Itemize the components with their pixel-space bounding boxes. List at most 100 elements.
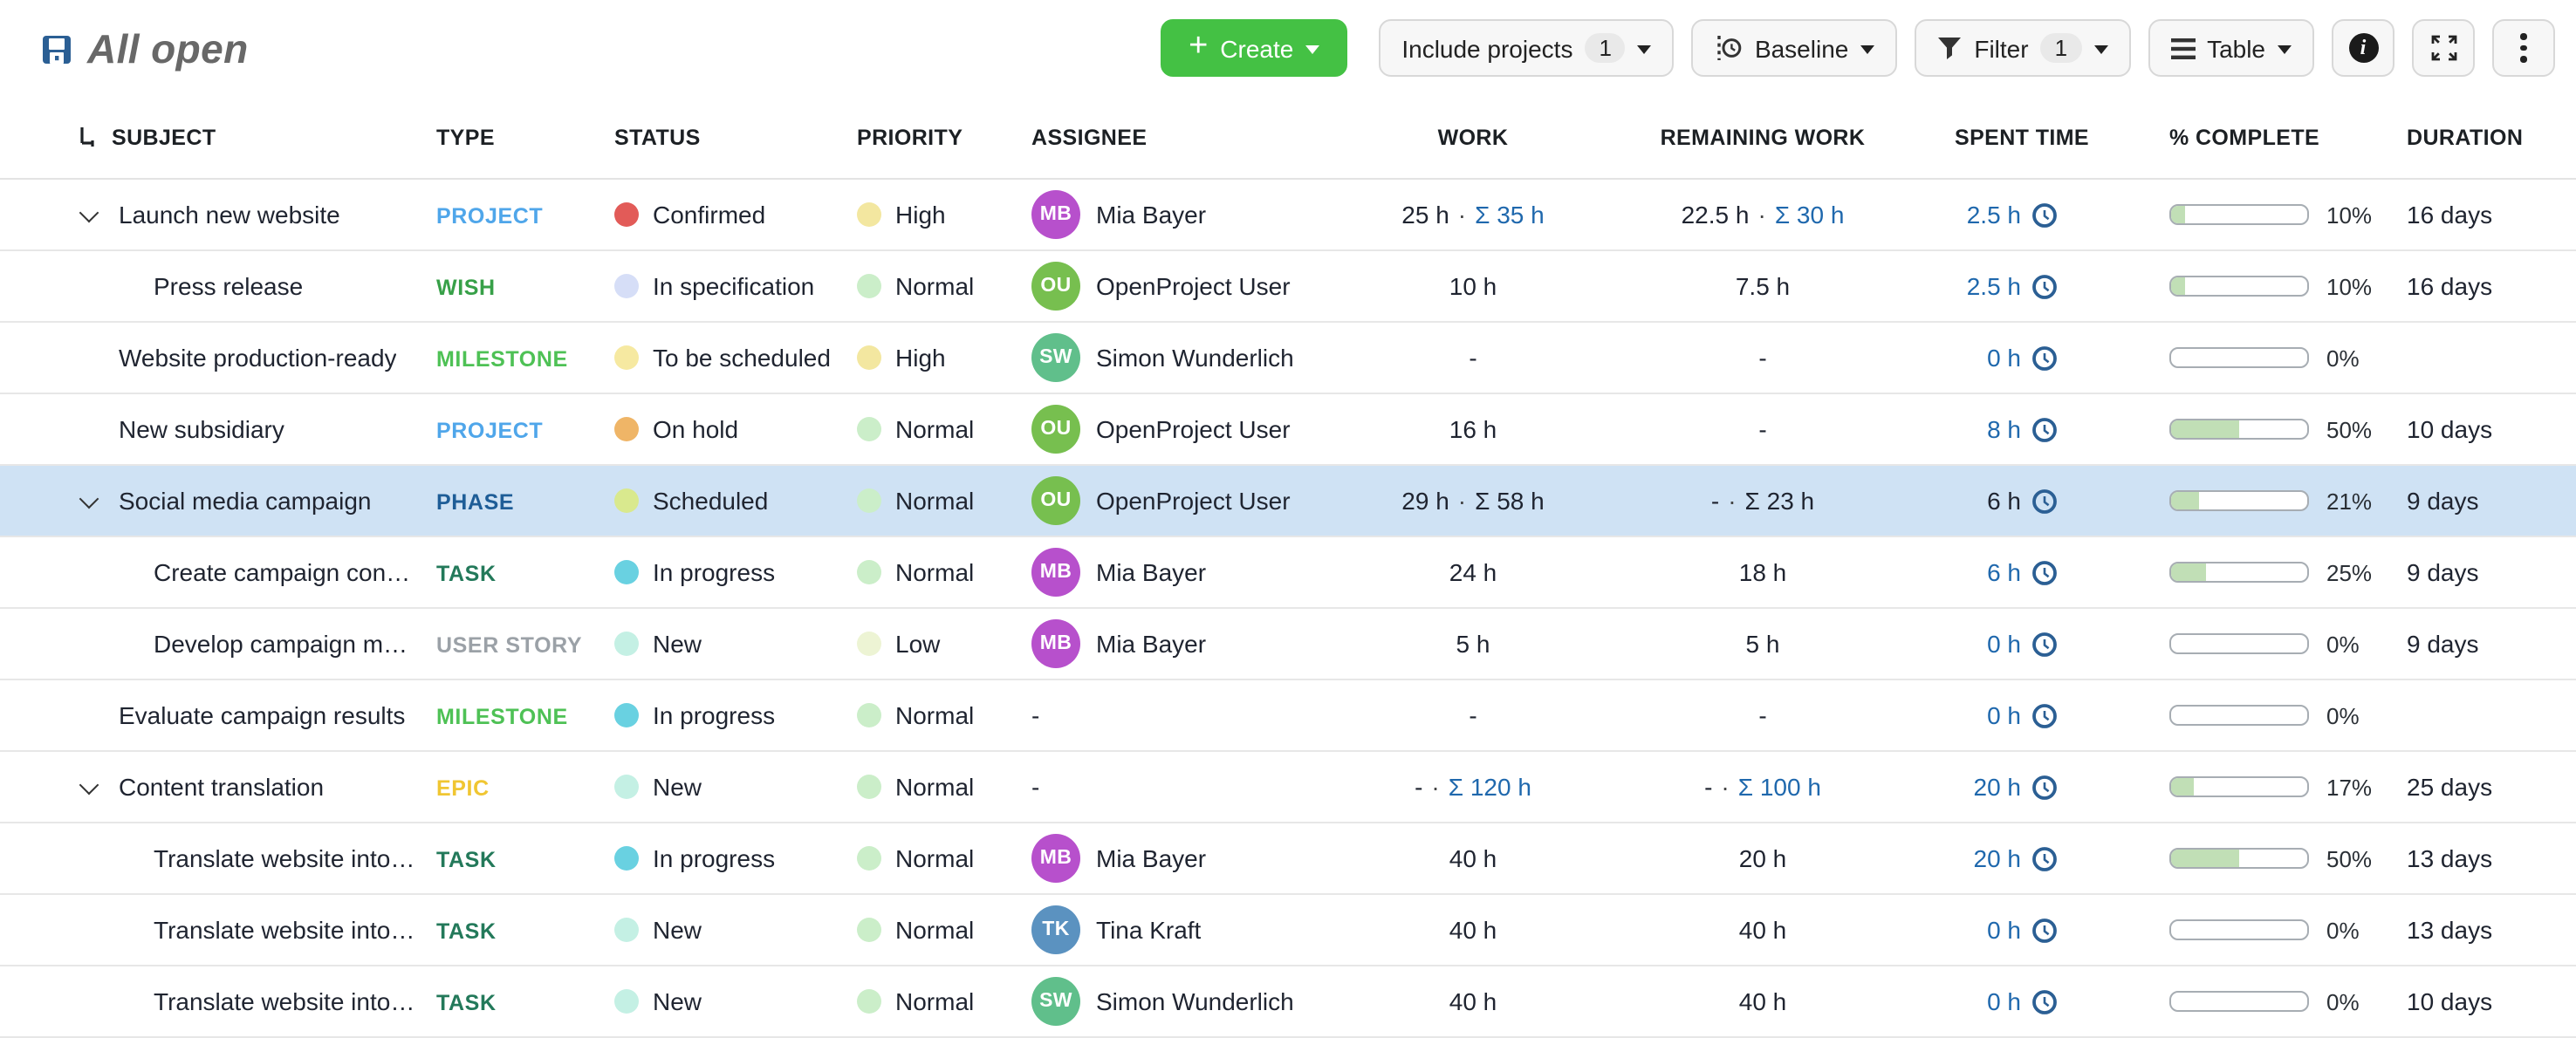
table-row[interactable]: Social media campaign PHASE Scheduled No… xyxy=(0,466,2576,537)
chevron-down-icon[interactable] xyxy=(77,204,119,225)
percent-complete-cell[interactable]: 0% xyxy=(2065,631,2407,657)
assignee-name[interactable]: Simon Wunderlich xyxy=(1096,987,1294,1015)
work-cell[interactable]: 16 h xyxy=(1332,415,1614,443)
column-header-subject[interactable]: SUBJECT xyxy=(0,126,436,150)
clock-icon[interactable] xyxy=(2031,416,2058,442)
duration-label[interactable]: 9 days xyxy=(2407,630,2479,658)
duration-label[interactable]: 16 days xyxy=(2407,272,2493,300)
work-package-subject[interactable]: Create campaign con… xyxy=(154,558,411,586)
type-label[interactable]: TASK xyxy=(436,919,497,944)
hierarchy-icon[interactable] xyxy=(77,126,98,150)
column-header-type[interactable]: TYPE xyxy=(436,126,495,150)
priority-label[interactable]: Low xyxy=(895,630,941,658)
work-cell[interactable]: 10 h xyxy=(1332,272,1614,300)
spent-time-link[interactable]: 0 h xyxy=(1987,987,2021,1015)
priority-label[interactable]: Normal xyxy=(895,415,975,443)
work-cell[interactable]: 40 h xyxy=(1332,844,1614,872)
table-row[interactable]: New subsidiary PROJECT On hold Normal OU… xyxy=(0,394,2576,466)
table-row[interactable]: Translate website into… TASK New Normal … xyxy=(0,966,2576,1038)
priority-label[interactable]: Normal xyxy=(895,701,975,729)
assignee-name[interactable]: OpenProject User xyxy=(1096,415,1291,443)
column-header-work[interactable]: WORK xyxy=(1437,126,1509,150)
column-header-duration[interactable]: DURATION xyxy=(2407,126,2524,150)
percent-complete-cell[interactable]: 0% xyxy=(2065,345,2407,371)
clock-icon[interactable] xyxy=(2031,631,2058,657)
work-cell[interactable]: - xyxy=(1332,344,1614,372)
work-cell[interactable]: 29 h · Σ 58 h xyxy=(1332,487,1614,515)
type-label[interactable]: TASK xyxy=(436,562,497,586)
assignee-name[interactable]: Mia Bayer xyxy=(1096,630,1207,658)
work-package-subject[interactable]: Launch new website xyxy=(119,201,340,229)
assignee-name[interactable]: Mia Bayer xyxy=(1096,201,1207,229)
clock-icon[interactable] xyxy=(2031,559,2058,585)
duration-label[interactable]: 10 days xyxy=(2407,415,2493,443)
assignee-name[interactable]: Simon Wunderlich xyxy=(1096,344,1294,372)
spent-time-link[interactable]: 6 h xyxy=(1987,487,2021,515)
save-view-icon[interactable] xyxy=(42,35,72,65)
clock-icon[interactable] xyxy=(2031,488,2058,514)
work-package-subject[interactable]: Content translation xyxy=(119,773,325,801)
status-label[interactable]: In progress xyxy=(653,701,776,729)
info-button[interactable]: i xyxy=(2332,19,2394,77)
clock-icon[interactable] xyxy=(2031,702,2058,728)
percent-complete-cell[interactable]: 25% xyxy=(2065,559,2407,585)
remaining-work-cell[interactable]: - xyxy=(1614,344,1911,372)
percent-complete-cell[interactable]: 0% xyxy=(2065,988,2407,1014)
type-label[interactable]: EPIC xyxy=(436,776,490,801)
priority-label[interactable]: Normal xyxy=(895,558,975,586)
priority-label[interactable]: Normal xyxy=(895,916,975,944)
status-label[interactable]: Scheduled xyxy=(653,487,769,515)
sum-hours-link[interactable]: Σ 35 h xyxy=(1475,201,1545,229)
type-label[interactable]: TASK xyxy=(436,848,497,872)
priority-label[interactable]: Normal xyxy=(895,272,975,300)
assignee-name[interactable]: Tina Kraft xyxy=(1096,916,1202,944)
clock-icon[interactable] xyxy=(2031,345,2058,371)
status-label[interactable]: New xyxy=(653,630,702,658)
remaining-work-cell[interactable]: - · Σ 100 h xyxy=(1614,773,1911,801)
chevron-down-icon[interactable] xyxy=(77,776,119,797)
remaining-work-cell[interactable]: - xyxy=(1614,701,1911,729)
spent-time-link[interactable]: 0 h xyxy=(1987,344,2021,372)
table-row[interactable]: Press release WISH In specification Norm… xyxy=(0,251,2576,323)
work-cell[interactable]: 40 h xyxy=(1332,987,1614,1015)
spent-time-link[interactable]: 0 h xyxy=(1987,916,2021,944)
assignee-name[interactable]: - xyxy=(1031,701,1040,729)
remaining-work-cell[interactable]: 18 h xyxy=(1614,558,1911,586)
work-cell[interactable]: - · Σ 120 h xyxy=(1332,773,1614,801)
priority-label[interactable]: High xyxy=(895,344,946,372)
duration-label[interactable]: 13 days xyxy=(2407,916,2493,944)
type-label[interactable]: TASK xyxy=(436,991,497,1015)
status-label[interactable]: New xyxy=(653,773,702,801)
work-package-subject[interactable]: Translate website into… xyxy=(154,916,415,944)
priority-label[interactable]: Normal xyxy=(895,844,975,872)
assignee-name[interactable]: OpenProject User xyxy=(1096,487,1291,515)
more-options-button[interactable] xyxy=(2492,19,2555,77)
assignee-name[interactable]: OpenProject User xyxy=(1096,272,1291,300)
duration-label[interactable]: 13 days xyxy=(2407,844,2493,872)
filter-button[interactable]: Filter 1 xyxy=(1915,19,2131,77)
fullscreen-button[interactable] xyxy=(2412,19,2475,77)
percent-complete-cell[interactable]: 0% xyxy=(2065,917,2407,943)
column-header-percent-complete[interactable]: % COMPLETE xyxy=(2169,126,2320,150)
assignee-name[interactable]: Mia Bayer xyxy=(1096,558,1207,586)
type-label[interactable]: PHASE xyxy=(436,490,515,515)
remaining-work-cell[interactable]: 20 h xyxy=(1614,844,1911,872)
spent-time-link[interactable]: 6 h xyxy=(1987,558,2021,586)
work-package-subject[interactable]: Translate website into… xyxy=(154,844,415,872)
baseline-button[interactable]: Baseline xyxy=(1691,19,1898,77)
status-label[interactable]: On hold xyxy=(653,415,739,443)
status-label[interactable]: In progress xyxy=(653,558,776,586)
status-label[interactable]: New xyxy=(653,987,702,1015)
type-label[interactable]: MILESTONE xyxy=(436,347,568,372)
remaining-work-cell[interactable]: - xyxy=(1614,415,1911,443)
spent-time-link[interactable]: 2.5 h xyxy=(1966,201,2021,229)
clock-icon[interactable] xyxy=(2031,917,2058,943)
table-row[interactable]: Develop campaign m… USER STORY New Low M… xyxy=(0,609,2576,680)
table-row[interactable]: Create campaign con… TASK In progress No… xyxy=(0,537,2576,609)
spent-time-link[interactable]: 20 h xyxy=(1973,773,2022,801)
remaining-work-cell[interactable]: 5 h xyxy=(1614,630,1911,658)
spent-time-link[interactable]: 0 h xyxy=(1987,630,2021,658)
clock-icon[interactable] xyxy=(2031,774,2058,800)
clock-icon[interactable] xyxy=(2031,988,2058,1014)
work-package-subject[interactable]: Develop campaign m… xyxy=(154,630,408,658)
